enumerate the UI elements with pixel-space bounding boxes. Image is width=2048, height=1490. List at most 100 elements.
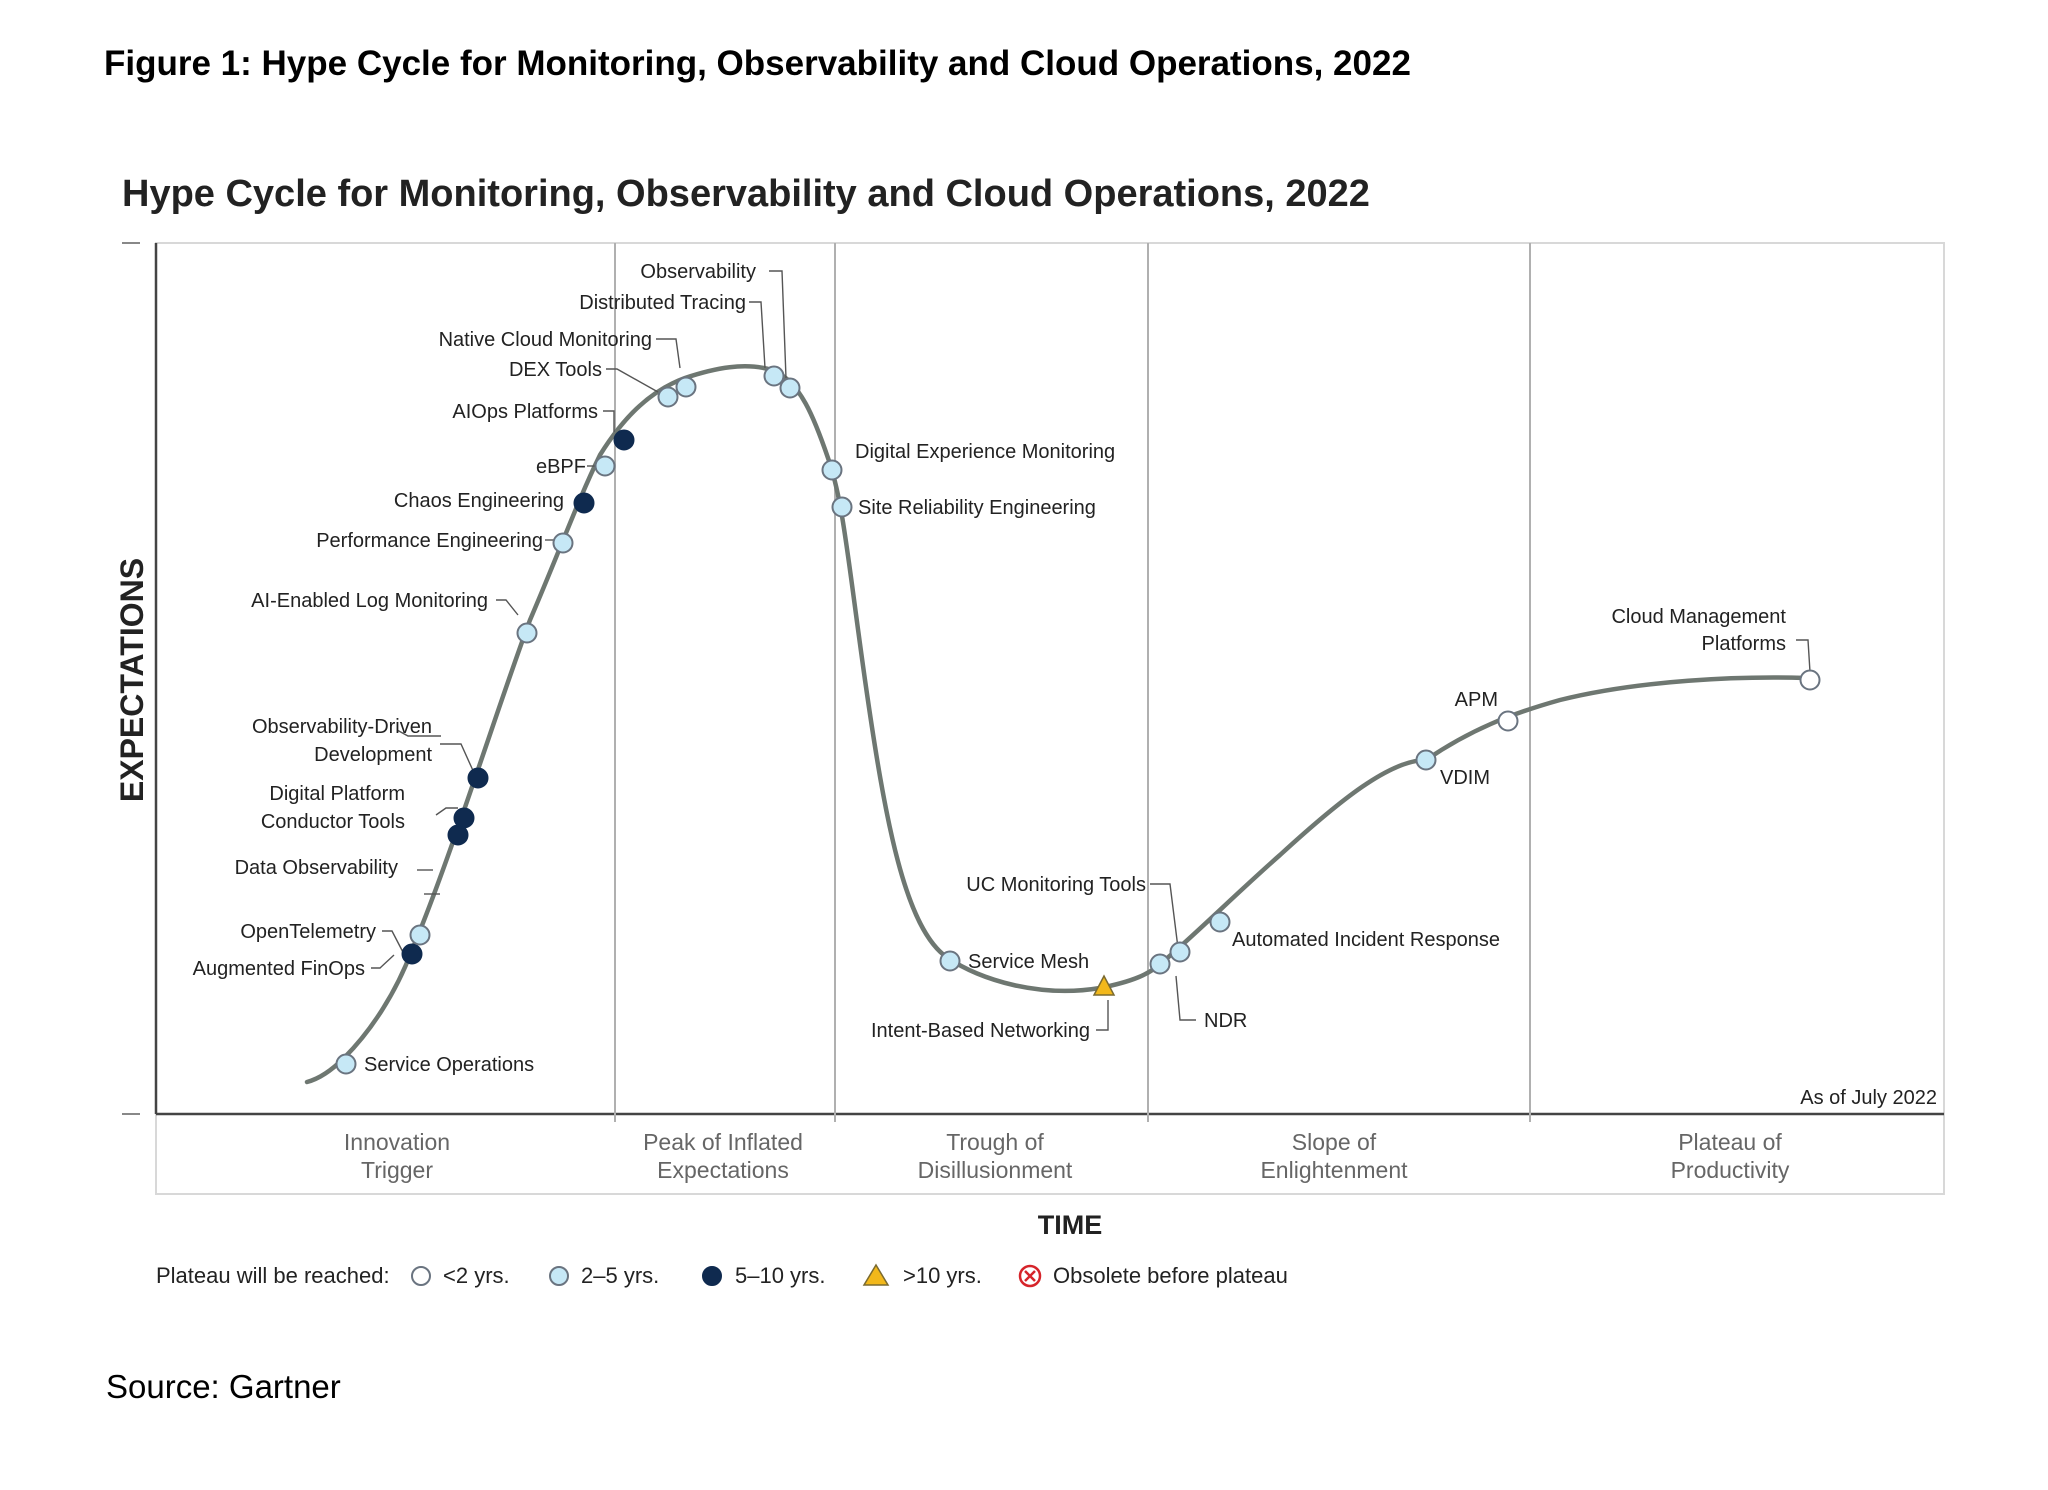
phase-slope-line2: Enlightenment bbox=[1260, 1157, 1408, 1183]
figure-caption: Figure 1: Hype Cycle for Monitoring, Obs… bbox=[104, 44, 1411, 83]
leader-line bbox=[396, 729, 441, 737]
technology-label: AI-Enabled Log Monitoring bbox=[251, 590, 488, 612]
legend-swatch-gt10 bbox=[862, 1263, 890, 1286]
technology-labels: Service Operations Augmented FinOps OpenTe… bbox=[193, 261, 1787, 1076]
technology-marker bbox=[939, 950, 961, 972]
phase-trough-line2: Disillusionment bbox=[918, 1157, 1073, 1183]
technology-marker bbox=[779, 377, 801, 399]
technology-marker bbox=[409, 924, 431, 946]
phase-plateau-line1: Plateau of bbox=[1678, 1129, 1782, 1155]
technology-label: Native Cloud Monitoring bbox=[439, 329, 652, 351]
technology-label: Observability-Driven bbox=[252, 716, 432, 738]
technology-marker bbox=[516, 622, 538, 644]
technology-label: eBPF bbox=[536, 456, 586, 478]
phase-labels: Innovation Trigger Peak of Inflated Expe… bbox=[344, 1129, 1790, 1183]
y-axis-label: EXPECTATIONS bbox=[114, 558, 150, 802]
technology-marker bbox=[552, 532, 574, 554]
leader-line bbox=[1150, 883, 1179, 949]
legend: Plateau will be reached: <2 yrs. 2–5 yrs… bbox=[156, 1263, 1288, 1288]
technology-label: Service Mesh bbox=[968, 951, 1089, 973]
technology-label: Intent-Based Networking bbox=[871, 1020, 1090, 1042]
technology-marker bbox=[467, 767, 489, 789]
technology-marker bbox=[1415, 749, 1437, 771]
phase-peak-line2: Expectations bbox=[657, 1157, 789, 1183]
technology-marker bbox=[1092, 974, 1116, 996]
leader-line bbox=[382, 930, 407, 959]
technology-marker bbox=[1169, 941, 1191, 963]
technology-label: OpenTelemetry bbox=[240, 921, 376, 943]
technology-marker bbox=[821, 459, 843, 481]
technology-label: Conductor Tools bbox=[261, 811, 405, 833]
technology-marker bbox=[1209, 911, 1231, 933]
technology-marker bbox=[401, 943, 423, 965]
phase-plateau-line2: Productivity bbox=[1671, 1157, 1790, 1183]
leader-line bbox=[440, 743, 476, 776]
as-of-label: As of July 2022 bbox=[1800, 1087, 1937, 1109]
technology-label: Site Reliability Engineering bbox=[858, 497, 1096, 519]
technology-label: Chaos Engineering bbox=[394, 490, 564, 512]
technology-marker bbox=[1799, 669, 1821, 691]
legend-label-5to10: 5–10 yrs. bbox=[735, 1263, 826, 1288]
phase-peak-line1: Peak of Inflated bbox=[643, 1129, 803, 1155]
leader-line bbox=[606, 368, 659, 393]
legend-label-obsolete: Obsolete before plateau bbox=[1053, 1263, 1288, 1288]
technology-label: Platforms bbox=[1702, 633, 1786, 655]
x-axis-label: TIME bbox=[1038, 1210, 1103, 1240]
technology-label: AIOps Platforms bbox=[452, 401, 598, 423]
leader-line bbox=[1796, 639, 1811, 673]
leader-line bbox=[371, 954, 395, 969]
leader-line bbox=[496, 599, 519, 616]
technology-marker bbox=[763, 365, 785, 387]
legend-swatch-lt2 bbox=[411, 1266, 431, 1286]
legend-label-2to5: 2–5 yrs. bbox=[581, 1263, 659, 1288]
technology-marker bbox=[831, 496, 853, 518]
legend-swatch-2to5 bbox=[549, 1266, 569, 1286]
hype-curve bbox=[304, 364, 1809, 1085]
technology-marker bbox=[675, 376, 697, 398]
phase-innovation-line1: Innovation bbox=[344, 1129, 450, 1155]
technology-label: Cloud Management bbox=[1611, 606, 1786, 628]
technology-marker bbox=[335, 1053, 357, 1075]
leader-line bbox=[769, 270, 787, 379]
technology-label: UC Monitoring Tools bbox=[966, 874, 1146, 896]
technology-label: Digital Experience Monitoring bbox=[855, 441, 1115, 463]
legend-title: Plateau will be reached: bbox=[156, 1263, 390, 1288]
technology-marker bbox=[453, 807, 475, 829]
phase-slope-line1: Slope of bbox=[1292, 1129, 1377, 1155]
technology-label: Automated Incident Response bbox=[1232, 929, 1500, 951]
phase-trough-line1: Trough of bbox=[946, 1129, 1044, 1155]
technology-label: Augmented FinOps bbox=[193, 958, 365, 980]
technology-label: Digital Platform bbox=[269, 783, 405, 805]
leader-line bbox=[656, 338, 681, 369]
legend-swatch-5to10 bbox=[702, 1266, 722, 1286]
leader-line bbox=[1175, 975, 1196, 1021]
technology-label: Service Operations bbox=[364, 1054, 534, 1076]
leader-line bbox=[1096, 1000, 1109, 1031]
source-note: Source: Gartner bbox=[106, 1368, 341, 1405]
leader-line bbox=[603, 410, 615, 432]
technology-label: DEX Tools bbox=[509, 359, 602, 381]
phase-innovation-line2: Trigger bbox=[361, 1157, 433, 1183]
legend-label-gt10: >10 yrs. bbox=[903, 1263, 982, 1288]
technology-label: APM bbox=[1455, 689, 1498, 711]
technology-marker bbox=[1149, 953, 1171, 975]
technology-label: VDIM bbox=[1440, 767, 1490, 789]
technology-marker bbox=[1497, 710, 1519, 732]
chart-title: Hype Cycle for Monitoring, Observability… bbox=[122, 173, 1370, 215]
leader-line bbox=[749, 301, 766, 369]
technology-label: NDR bbox=[1204, 1010, 1247, 1032]
leader-lines bbox=[371, 270, 1811, 1031]
technology-marker bbox=[613, 429, 635, 451]
technology-label: Development bbox=[314, 744, 432, 766]
legend-swatch-obsolete-icon bbox=[1018, 1264, 1042, 1288]
technology-label: Observability bbox=[640, 261, 756, 283]
technology-markers bbox=[335, 365, 1821, 1075]
technology-label: Distributed Tracing bbox=[579, 292, 746, 314]
technology-marker bbox=[657, 386, 679, 408]
leader-line bbox=[435, 807, 458, 816]
technology-label: Data Observability bbox=[235, 857, 398, 879]
technology-marker bbox=[594, 455, 616, 477]
technology-marker bbox=[573, 492, 595, 514]
legend-label-lt2: <2 yrs. bbox=[443, 1263, 510, 1288]
